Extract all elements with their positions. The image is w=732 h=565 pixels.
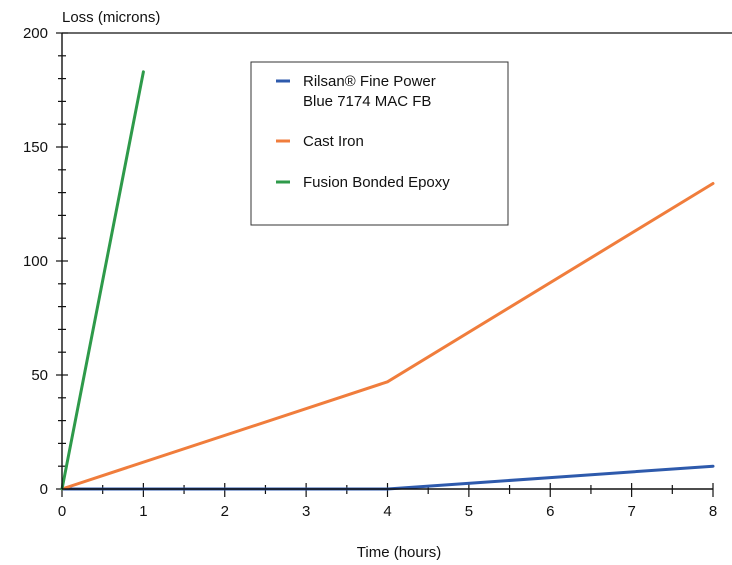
y-tick-label: 50 [31, 367, 48, 384]
x-tick-label: 2 [221, 503, 229, 520]
legend-label: Blue 7174 MAC FB [303, 93, 431, 110]
x-tick-label: 0 [58, 503, 66, 520]
y-tick-label: 200 [23, 25, 48, 42]
legend-label: Cast Iron [303, 133, 364, 150]
legend-label: Rilsan® Fine Power [303, 73, 436, 90]
x-axis-title: Time (hours) [357, 544, 441, 561]
x-tick-label: 4 [383, 503, 391, 520]
legend-label: Fusion Bonded Epoxy [303, 174, 450, 191]
y-axis-title: Loss (microns) [62, 9, 160, 26]
x-axis-ticks: 0 1 2 3 4 5 6 7 8 [58, 483, 717, 520]
y-tick-label: 0 [40, 481, 48, 498]
y-tick-label: 150 [23, 139, 48, 156]
x-tick-label: 6 [546, 503, 554, 520]
x-tick-label: 5 [465, 503, 473, 520]
series-line-3 [60, 70, 145, 491]
legend: Rilsan® Fine Power Blue 7174 MAC FB Cast I… [250, 61, 509, 226]
x-tick-label: 8 [709, 503, 717, 520]
legend-box [250, 61, 509, 226]
series-line-2 [60, 182, 715, 491]
x-tick-label: 1 [139, 503, 147, 520]
y-tick-label: 100 [23, 253, 48, 270]
x-tick-label: 7 [627, 503, 635, 520]
y-axis-ticks: 0 50 100 150 200 [23, 25, 68, 498]
x-tick-label: 3 [302, 503, 310, 520]
